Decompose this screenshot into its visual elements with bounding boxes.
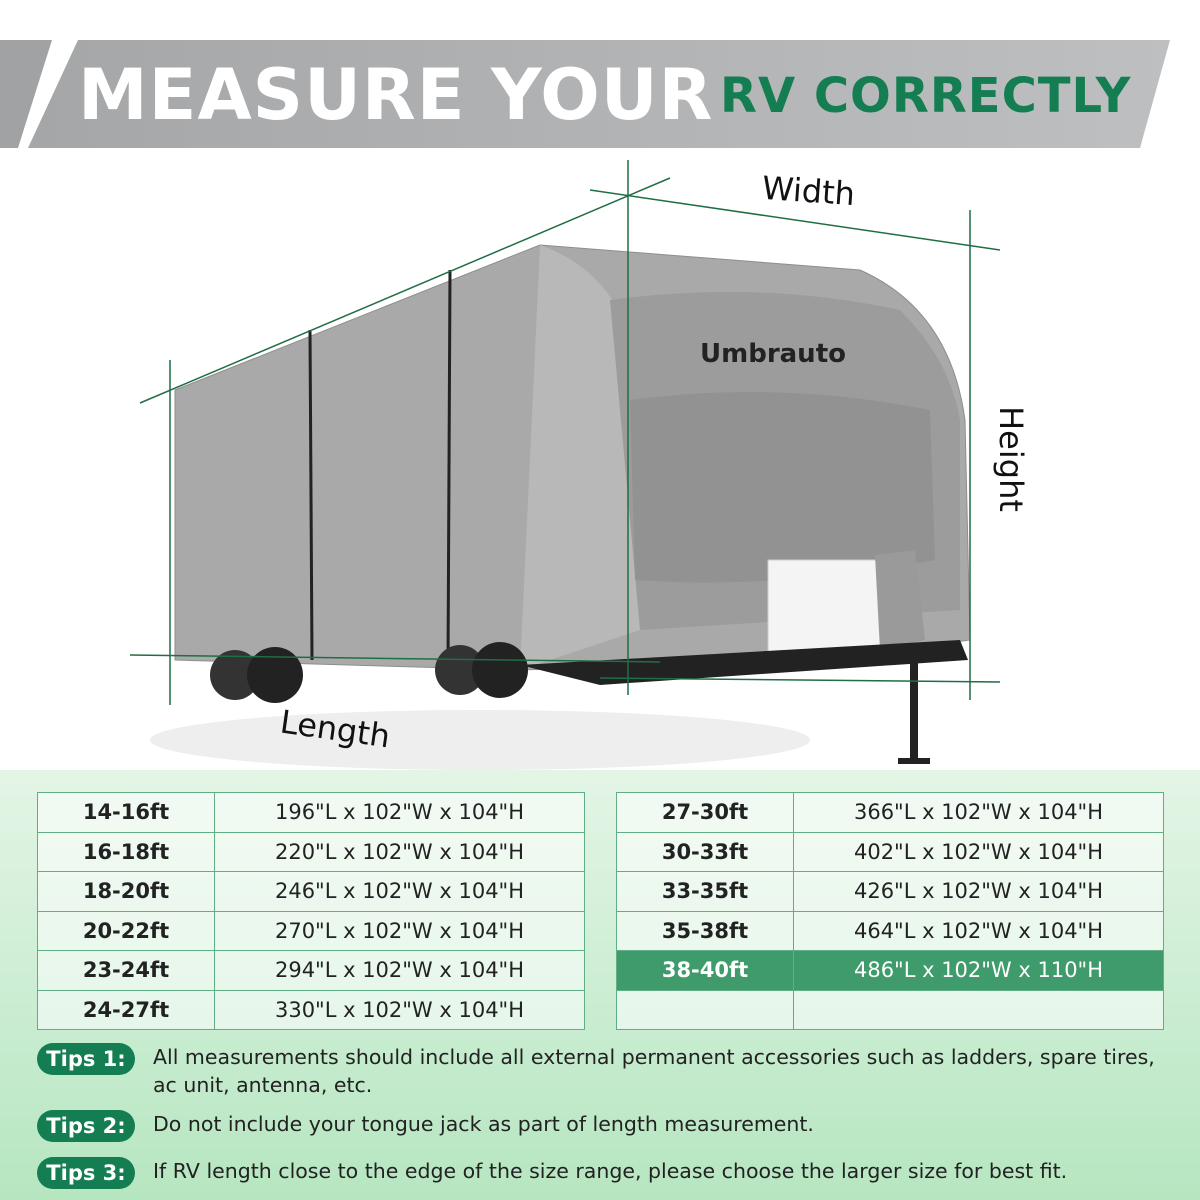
size-cell: 20-22ft xyxy=(37,910,215,951)
dims-cell: 270"L x 102"W x 104"H xyxy=(214,910,585,951)
size-cell: 35-38ft xyxy=(616,910,794,951)
table-row-highlighted: 38-40ft 486"L x 102"W x 110"H xyxy=(616,950,1164,991)
table-row: 16-18ft 220"L x 102"W x 104"H xyxy=(37,831,585,872)
size-cell: 33-35ft xyxy=(616,871,794,912)
dims-cell: 486"L x 102"W x 110"H xyxy=(793,950,1164,991)
tip-text: All measurements should include all exte… xyxy=(153,1045,1155,1097)
dims-cell: 366"L x 102"W x 104"H xyxy=(793,792,1164,833)
size-cell xyxy=(616,989,794,1030)
height-label: Height xyxy=(991,406,1030,512)
tip-2: Tips 2: Do not include your tongue jack … xyxy=(37,1110,1163,1142)
size-table-right: 27-30ft 366"L x 102"W x 104"H 30-33ft 402"… xyxy=(616,792,1164,1030)
dims-cell: 426"L x 102"W x 104"H xyxy=(793,871,1164,912)
dims-cell: 196"L x 102"W x 104"H xyxy=(214,792,585,833)
brand-logo: Umbrauto xyxy=(700,339,846,369)
table-row: 24-27ft 330"L x 102"W x 104"H xyxy=(37,989,585,1030)
table-row: 23-24ft 294"L x 102"W x 104"H xyxy=(37,950,585,991)
size-cell: 38-40ft xyxy=(616,950,794,991)
dims-cell: 220"L x 102"W x 104"H xyxy=(214,831,585,872)
size-table-left: 14-16ft 196"L x 102"W x 104"H 16-18ft 220"… xyxy=(37,792,585,1030)
title-green: RV CORRECTLY xyxy=(720,68,1132,124)
table-row: 20-22ft 270"L x 102"W x 104"H xyxy=(37,910,585,951)
tip-badge: Tips 2: xyxy=(37,1110,135,1142)
size-cell: 24-27ft xyxy=(37,989,215,1030)
title-white: MEASURE YOUR xyxy=(78,54,714,136)
dims-cell: 330"L x 102"W x 104"H xyxy=(214,989,585,1030)
dims-cell: 464"L x 102"W x 104"H xyxy=(793,910,1164,951)
table-row: 35-38ft 464"L x 102"W x 104"H xyxy=(616,910,1164,951)
tip-badge: Tips 3: xyxy=(37,1157,135,1189)
dims-cell: 402"L x 102"W x 104"H xyxy=(793,831,1164,872)
table-row: 14-16ft 196"L x 102"W x 104"H xyxy=(37,792,585,833)
table-row: 18-20ft 246"L x 102"W x 104"H xyxy=(37,871,585,912)
table-row: 33-35ft 426"L x 102"W x 104"H xyxy=(616,871,1164,912)
table-row: 27-30ft 366"L x 102"W x 104"H xyxy=(616,792,1164,833)
dims-cell xyxy=(793,989,1164,1030)
table-row-empty xyxy=(616,989,1164,1030)
size-cell: 18-20ft xyxy=(37,871,215,912)
size-cell: 30-33ft xyxy=(616,831,794,872)
tip-1: Tips 1: All measurements should include … xyxy=(37,1043,1163,1099)
size-cell: 27-30ft xyxy=(616,792,794,833)
tip-3: Tips 3: If RV length close to the edge o… xyxy=(37,1157,1163,1189)
tip-text: If RV length close to the edge of the si… xyxy=(153,1159,1068,1183)
size-cell: 14-16ft xyxy=(37,792,215,833)
size-cell: 23-24ft xyxy=(37,950,215,991)
dims-cell: 294"L x 102"W x 104"H xyxy=(214,950,585,991)
tip-text: Do not include your tongue jack as part … xyxy=(153,1112,814,1136)
dims-cell: 246"L x 102"W x 104"H xyxy=(214,871,585,912)
table-row: 30-33ft 402"L x 102"W x 104"H xyxy=(616,831,1164,872)
title-banner xyxy=(0,40,1170,148)
size-cell: 16-18ft xyxy=(37,831,215,872)
width-label: Width xyxy=(760,168,857,214)
rv-illustration: Umbrauto xyxy=(129,160,1001,770)
tip-badge: Tips 1: xyxy=(37,1043,135,1075)
